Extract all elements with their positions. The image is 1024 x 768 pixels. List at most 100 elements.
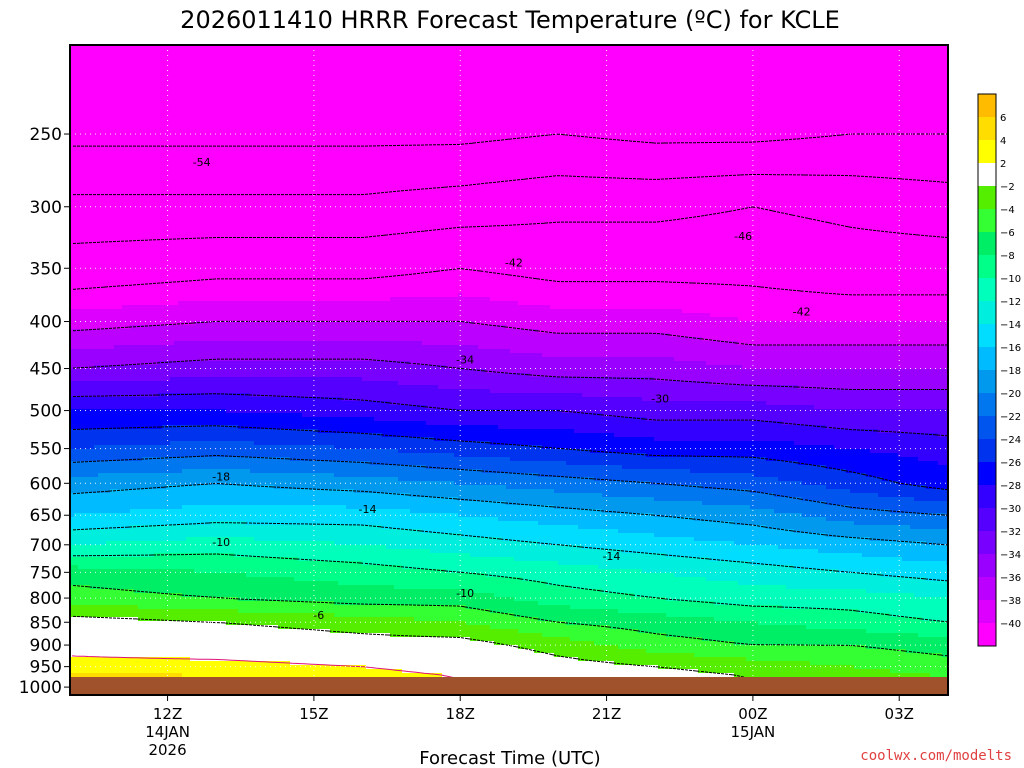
- temperature-cell: [570, 109, 575, 114]
- temperature-cell: [826, 77, 831, 82]
- temperature-cell: [614, 73, 619, 78]
- temperature-cell: [90, 85, 95, 90]
- temperature-cell: [106, 85, 111, 90]
- temperature-cell: [166, 69, 171, 74]
- temperature-cell: [446, 77, 451, 82]
- temperature-cell: [906, 121, 911, 126]
- temperature-cell: [562, 69, 567, 74]
- temperature-cell: [154, 113, 159, 118]
- temperature-cell: [242, 61, 247, 66]
- temperature-cell: [282, 57, 287, 62]
- temperature-cell: [154, 101, 159, 106]
- temperature-cell: [166, 73, 171, 78]
- temperature-cell: [378, 101, 383, 106]
- temperature-cell: [422, 57, 427, 62]
- temperature-cell: [890, 69, 895, 74]
- temperature-cell: [646, 57, 651, 62]
- temperature-cell: [362, 101, 367, 106]
- temperature-cell: [438, 81, 443, 86]
- temperature-cell: [310, 81, 315, 86]
- temperature-cell: [818, 129, 823, 134]
- temperature-cell: [518, 85, 523, 90]
- temperature-cell: [298, 53, 303, 58]
- temperature-cell: [666, 65, 671, 70]
- temperature-cell: [110, 93, 115, 98]
- temperature-cell: [186, 93, 191, 98]
- temperature-cell: [486, 101, 491, 106]
- temperature-cell: [514, 61, 519, 66]
- temperature-cell: [86, 81, 91, 86]
- temperature-cell: [254, 65, 259, 70]
- temperature-cell: [502, 69, 507, 74]
- temperature-cell: [486, 93, 491, 98]
- temperature-cell: [366, 81, 371, 86]
- temperature-cell: [222, 93, 227, 98]
- temperature-cell: [802, 73, 807, 78]
- temperature-cell: [570, 57, 575, 62]
- temperature-cell: [186, 129, 191, 134]
- temperature-cell: [266, 73, 271, 78]
- temperature-cell: [878, 109, 883, 114]
- temperature-cell: [706, 113, 711, 118]
- temperature-cell: [746, 105, 751, 110]
- temperature-cell: [710, 53, 715, 58]
- temperature-cell: [650, 65, 655, 70]
- temperature-cell: [750, 85, 755, 90]
- temperature-cell: [442, 85, 447, 90]
- temperature-cell: [318, 101, 323, 106]
- temperature-cell: [858, 97, 863, 102]
- temperature-cell: [678, 93, 683, 98]
- temperature-cell: [854, 89, 859, 94]
- temperature-cell: [218, 77, 223, 82]
- temperature-cell: [406, 89, 411, 94]
- temperature-cell: [118, 49, 123, 54]
- temperature-cell: [622, 97, 627, 102]
- temperature-cell: [298, 49, 303, 54]
- temperature-cell: [906, 85, 911, 90]
- temperature-cell: [506, 69, 511, 74]
- temperature-cell: [418, 61, 423, 66]
- temperature-cell: [782, 101, 787, 106]
- temperature-cell: [562, 109, 567, 114]
- temperature-cell: [842, 129, 847, 134]
- temperature-cell: [918, 77, 923, 82]
- temperature-cell: [862, 53, 867, 58]
- temperature-cell: [90, 109, 95, 114]
- temperature-cell: [694, 117, 699, 122]
- temperature-cell: [602, 77, 607, 82]
- temperature-cell: [78, 81, 83, 86]
- temperature-cell: [886, 77, 891, 82]
- temperature-cell: [266, 61, 271, 66]
- temperature-cell: [190, 93, 195, 98]
- temperature-cell: [850, 97, 855, 102]
- temperature-cell: [942, 77, 947, 82]
- temperature-cell: [322, 97, 327, 102]
- temperature-cell: [722, 117, 727, 122]
- temperature-cell: [654, 93, 659, 98]
- temperature-cell: [926, 117, 931, 122]
- temperature-cell: [550, 121, 555, 126]
- temperature-cell: [350, 89, 355, 94]
- temperature-cell: [498, 113, 503, 118]
- temperature-cell: [518, 49, 523, 54]
- temperature-cell: [858, 109, 863, 114]
- temperature-cell: [682, 69, 687, 74]
- temperature-cell: [710, 101, 715, 106]
- temperature-cell: [606, 69, 611, 74]
- temperature-cell: [506, 125, 511, 130]
- temperature-cell: [842, 125, 847, 130]
- temperature-cell: [106, 77, 111, 82]
- temperature-cell: [894, 77, 899, 82]
- temperature-cell: [930, 101, 935, 106]
- temperature-cell: [634, 61, 639, 66]
- temperature-cell: [274, 125, 279, 130]
- temperature-cell: [810, 113, 815, 118]
- temperature-cell: [238, 57, 243, 62]
- temperature-cell: [230, 57, 235, 62]
- temperature-cell: [98, 77, 103, 82]
- temperature-cell: [390, 73, 395, 78]
- temperature-cell: [690, 49, 695, 54]
- temperature-cell: [766, 121, 771, 126]
- temperature-cell: [898, 69, 903, 74]
- temperature-cell: [134, 129, 139, 134]
